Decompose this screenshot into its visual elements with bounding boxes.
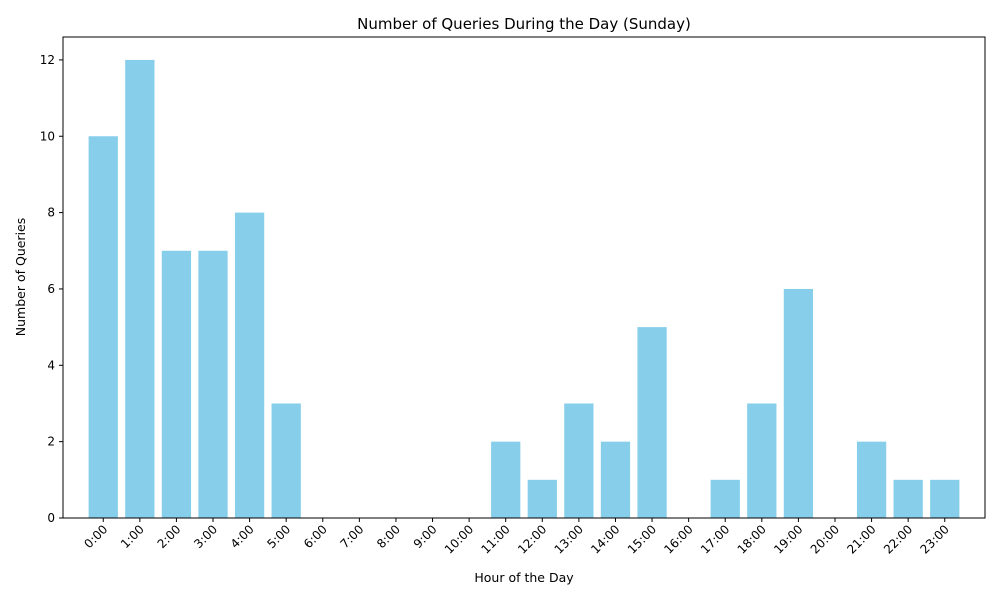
- x-tick-label: 15:00: [625, 522, 659, 556]
- x-tick-label: 23:00: [918, 522, 952, 556]
- x-tick-label: 9:00: [411, 522, 440, 551]
- bar-11-00: [491, 441, 521, 518]
- x-tick-label: 1:00: [118, 522, 147, 551]
- y-axis-label: Number of Queries: [13, 218, 28, 336]
- x-tick-label: 13:00: [552, 522, 586, 556]
- bar-23-00: [930, 479, 960, 518]
- bar-12-00: [527, 479, 557, 518]
- x-tick-label: 4:00: [228, 522, 257, 551]
- x-tick-label: 3:00: [191, 522, 220, 551]
- bar-22-00: [893, 479, 923, 518]
- x-tick-label: 22:00: [881, 522, 915, 556]
- x-tick-label: 8:00: [374, 522, 403, 551]
- x-tick-label: 16:00: [661, 522, 695, 556]
- bar-14-00: [600, 441, 631, 518]
- x-tick-label: 19:00: [771, 522, 805, 556]
- x-tick-label: 17:00: [698, 522, 732, 556]
- chart-title: Number of Queries During the Day (Sunday…: [357, 15, 691, 33]
- bar-17-00: [710, 479, 740, 518]
- y-tick-label: 2: [47, 435, 55, 449]
- bar-0-00: [88, 136, 118, 518]
- x-tick-label: 0:00: [81, 522, 110, 551]
- bar-18-00: [747, 403, 777, 518]
- y-tick-label: 12: [40, 53, 55, 67]
- x-tick-label: 5:00: [264, 522, 293, 551]
- x-tick-label: 6:00: [301, 522, 330, 551]
- plot-frame: [62, 36, 986, 519]
- bar-5-00: [271, 403, 301, 518]
- x-tick-label: 11:00: [478, 522, 512, 556]
- x-tick-label: 10:00: [442, 522, 476, 556]
- y-tick-label: 8: [47, 206, 55, 220]
- bar-2-00: [161, 250, 192, 518]
- x-tick-label: 12:00: [515, 522, 549, 556]
- bar-3-00: [198, 250, 228, 518]
- x-tick-label: 14:00: [588, 522, 622, 556]
- x-tick-label: 7:00: [338, 522, 367, 551]
- x-axis-label: Hour of the Day: [474, 570, 574, 585]
- y-tick-label: 0: [47, 511, 55, 525]
- x-tick-label: 21:00: [844, 522, 878, 556]
- bars-group: [88, 59, 960, 519]
- bar-15-00: [637, 327, 667, 518]
- y-tick-label: 10: [40, 129, 55, 143]
- x-tick-label: 2:00: [155, 522, 184, 551]
- bar-4-00: [234, 212, 265, 518]
- bar-1-00: [125, 59, 155, 519]
- bar-21-00: [856, 441, 887, 518]
- bar-19-00: [783, 288, 814, 518]
- x-tick-label: 18:00: [735, 522, 769, 556]
- y-tick-label: 4: [47, 358, 55, 372]
- y-tick-label: 6: [47, 282, 55, 296]
- bar-13-00: [564, 403, 594, 518]
- x-tick-label: 20:00: [808, 522, 842, 556]
- x-axis-ticks: 0:00 1:00 2:00 3:00 4:00 5:00 6:00 7:00 8:00 9:00…: [81, 518, 952, 557]
- y-axis-ticks: 0 2 4 6 8 10 12: [40, 53, 63, 525]
